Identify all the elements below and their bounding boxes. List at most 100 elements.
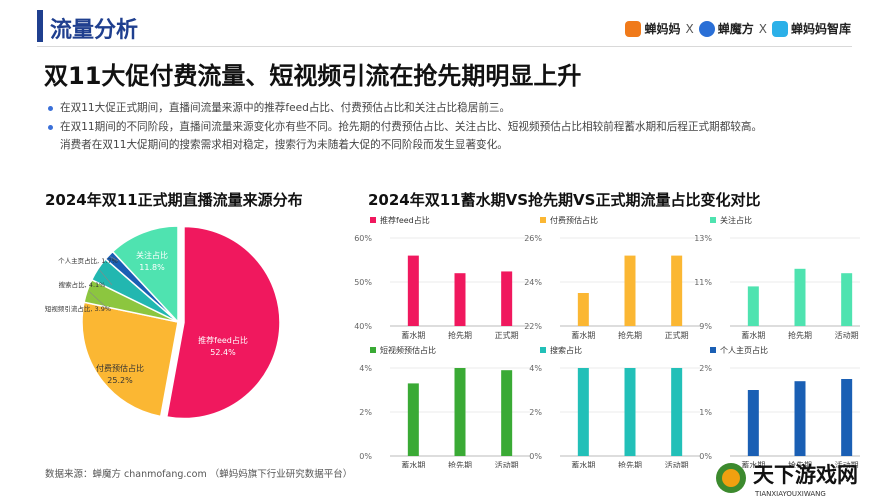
- bar: [577, 293, 589, 326]
- bar: [407, 383, 419, 456]
- bar: [747, 286, 759, 326]
- brand-logos: 蝉妈妈 X 蝉魔方 X 蝉妈妈智库: [625, 20, 851, 37]
- bullet-text: 在双11期间的不同阶段，直播间流量来源变化亦有些不同。抢先期的付费预估占比、关注…: [60, 120, 763, 133]
- pie-slice: [81, 301, 179, 418]
- x-tick-label: 抢先期: [788, 460, 812, 468]
- watermark-sub-text: TIANXIAYOUXIWANG: [754, 490, 826, 498]
- y-tick-label: 11%: [694, 278, 712, 287]
- x-tick-label: 抢先期: [618, 330, 642, 340]
- x-tick-label: 蓄水期: [401, 460, 425, 468]
- bullet-continuation: 消费者在双11大促期间的搜索需求相对稳定，搜索行为未随着大促的不同阶段而发生显著…: [60, 139, 508, 151]
- chanmofang-logo-icon: [698, 20, 715, 37]
- bar: [794, 268, 806, 326]
- watermark: 天下游戏网 TIANXIAYOUXIWANG: [716, 463, 858, 498]
- bullet-item: 在双11大促正式期间，直播间流量来源中的推荐feed占比、付费预估占比和关注占比…: [48, 99, 868, 118]
- bullet-item: 在双11期间的不同阶段，直播间流量来源变化亦有些不同。抢先期的付费预估占比、关注…: [48, 118, 868, 137]
- bar: [454, 273, 466, 326]
- bullet-dot-icon: [48, 124, 53, 130]
- legend-swatch: [710, 347, 716, 353]
- legend-swatch: [370, 347, 376, 353]
- pie-slice-value: 11.8%: [139, 263, 165, 272]
- bar: [671, 255, 683, 326]
- bar: [747, 390, 759, 456]
- x-tick-label: 蓄水期: [741, 460, 765, 468]
- bar: [794, 381, 806, 456]
- x-tick-label: 正式期: [665, 330, 689, 340]
- legend-label: 个人主页占比: [720, 345, 768, 355]
- x-tick-label: 活动期: [665, 460, 689, 468]
- pie-slice-label: 个人主页占比, 1.7%: [58, 256, 118, 265]
- pie-leader-line: [110, 256, 119, 262]
- pie-slice-label: 关注占比: [136, 250, 168, 260]
- x-tick-label: 抢先期: [448, 330, 472, 340]
- chanmama-zhiku-logo-icon: [771, 20, 788, 37]
- bar: [577, 368, 589, 456]
- pie-slice-label: 推荐feed占比: [198, 335, 248, 345]
- legend-label: 关注占比: [720, 215, 752, 225]
- legend-swatch: [540, 217, 546, 223]
- bar: [624, 368, 636, 456]
- legend-label: 短视频预估占比: [380, 345, 436, 355]
- brand-chanmama-zhiku: 蝉妈妈智库: [771, 20, 851, 37]
- pie-chart-title: 2024年双11正式期直播流量来源分布: [45, 191, 303, 209]
- brand-separator: X: [758, 21, 767, 36]
- pie-chart: 推荐feed占比 52.4% 付费预估占比 25.2% 短视频引流占比, 3.9% 搜索占…: [45, 225, 281, 420]
- y-tick-label: 2%: [529, 408, 542, 417]
- bar: [841, 379, 853, 456]
- y-tick-label: 4%: [529, 364, 542, 373]
- legend-swatch: [370, 217, 376, 223]
- y-tick-label: 1%: [699, 408, 712, 417]
- source-note: 数据来源：蝉魔方 chanmofang.com （蝉妈妈旗下行业研究数据平台）: [45, 469, 353, 480]
- y-tick-label: 2%: [699, 364, 712, 373]
- bar: [841, 273, 853, 326]
- chanmama-logo-icon: [625, 20, 642, 37]
- x-tick-label: 活动期: [495, 460, 519, 468]
- y-tick-label: 0%: [529, 452, 542, 461]
- section-accent-bar: [37, 10, 43, 42]
- brand-chanmofang: 蝉魔方: [698, 20, 754, 37]
- legend-label: 搜索占比: [550, 345, 582, 355]
- x-tick-label: 抢先期: [448, 460, 472, 468]
- legend-swatch: [710, 217, 716, 223]
- brand-name: 蝉妈妈智库: [790, 22, 851, 36]
- x-tick-label: 蓄水期: [401, 330, 425, 340]
- section-title: 流量分析: [50, 18, 139, 43]
- pie-slice-value: 25.2%: [107, 376, 133, 385]
- y-tick-label: 24%: [524, 278, 542, 287]
- watermark-main-text: 天下游戏网: [753, 463, 858, 487]
- bar-charts-title: 2024年双11蓄水期VS抢先期VS正式期流量占比变化对比: [368, 191, 761, 209]
- brand-name: 蝉魔方: [717, 22, 754, 36]
- y-tick-label: 2%: [359, 408, 372, 417]
- y-tick-label: 13%: [694, 234, 712, 243]
- x-tick-label: 活动期: [835, 460, 859, 468]
- bar: [501, 271, 513, 326]
- pie-slice-label: 付费预估占比: [96, 363, 144, 373]
- bar: [454, 368, 466, 456]
- bullet-dot-icon: [48, 106, 53, 111]
- brand-name: 蝉妈妈: [644, 22, 681, 36]
- y-tick-label: 0%: [359, 452, 372, 461]
- legend-label: 推荐feed占比: [380, 215, 430, 225]
- y-tick-label: 26%: [524, 234, 542, 243]
- bullet-text: 在双11大促正式期间，直播间流量来源中的推荐feed占比、付费预估占比和关注占比…: [60, 102, 511, 114]
- watermark-pear-icon: [722, 469, 740, 487]
- pie-slice-label: 搜索占比, 4.1%: [59, 280, 106, 289]
- x-tick-label: 活动期: [835, 330, 859, 340]
- legend-label: 付费预估占比: [550, 215, 598, 225]
- x-tick-label: 抢先期: [618, 460, 642, 468]
- x-tick-label: 抢先期: [788, 330, 812, 340]
- bar: [407, 255, 419, 326]
- x-tick-label: 蓄水期: [571, 330, 595, 340]
- pie-leader-line: [88, 291, 109, 310]
- brand-chanmama: 蝉妈妈: [625, 20, 681, 37]
- pie-slice-value: 52.4%: [210, 348, 236, 357]
- x-tick-label: 蓄水期: [741, 330, 765, 340]
- pie-slice: [165, 225, 281, 420]
- brand-separator: X: [685, 21, 694, 36]
- y-tick-label: 4%: [359, 364, 372, 373]
- pie-slice-label: 短视频引流占比, 3.9%: [45, 304, 111, 313]
- pie-slice: [111, 225, 179, 324]
- page-title: 双11大促付费流量、短视频引流在抢先期明显上升: [44, 62, 582, 90]
- y-tick-label: 9%: [699, 322, 712, 331]
